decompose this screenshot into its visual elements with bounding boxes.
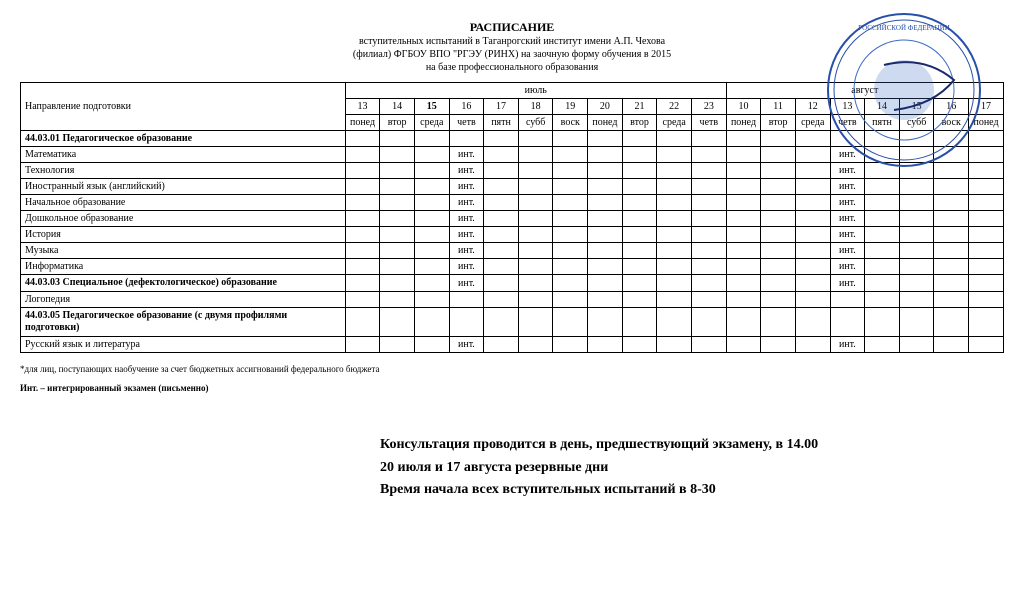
month-row: Направление подготовки июль август [21, 83, 1004, 99]
table-row: Иностранный язык (английский) инт. инт. [21, 179, 1004, 195]
schedule-table: Направление подготовки июль август 13 14… [20, 82, 1004, 353]
note-start-time: Время начала всех вступительных испытани… [380, 479, 1004, 501]
footnote-1: *для лиц, поступающих наобучение за счет… [20, 363, 1004, 376]
table-row: Информатика инт. инт. [21, 259, 1004, 275]
subtitle-3: на базе профессионального образования [20, 61, 1004, 74]
title: РАСПИСАНИЕ [20, 20, 1004, 35]
table-row: Музыка инт. инт. [21, 243, 1004, 259]
footnotes: *для лиц, поступающих наобучение за счет… [20, 363, 1004, 394]
table-row: Технология инт. инт. [21, 163, 1004, 179]
month-july: июль [345, 83, 726, 99]
table-row: Логопедия [21, 292, 1004, 308]
subtitle-2: (филиал) ФГБОУ ВПО "РГЭУ (РИНХ) на заочн… [20, 48, 1004, 61]
table-row: Начальное образование инт. инт. [21, 195, 1004, 211]
month-august: август [726, 83, 1003, 99]
table-row: Математика инт. инт. [21, 147, 1004, 163]
direction-header: Направление подготовки [21, 83, 346, 131]
document-header: РАСПИСАНИЕ вступительных испытаний в Таг… [20, 20, 1004, 74]
section-row: 44.03.03 Специальное (дефектологическое)… [21, 275, 1004, 292]
table-row: Дошкольное образование инт. инт. [21, 211, 1004, 227]
section-row: 44.03.01 Педагогическое образование [21, 131, 1004, 147]
note-reserve: 20 июля и 17 августа резервные дни [380, 457, 1004, 479]
bottom-notes: Консультация проводится в день, предшест… [380, 434, 1004, 501]
table-row: Русский язык и литература инт. инт. [21, 337, 1004, 353]
subtitle-1: вступительных испытаний в Таганрогский и… [20, 35, 1004, 48]
section-row: 44.03.05 Педагогическое образование (с д… [21, 308, 1004, 337]
table-row: История инт. инт. [21, 227, 1004, 243]
footnote-2: Инт. – интегрированный экзамен (письменн… [20, 382, 1004, 395]
note-consultation: Консультация проводится в день, предшест… [380, 434, 1004, 456]
